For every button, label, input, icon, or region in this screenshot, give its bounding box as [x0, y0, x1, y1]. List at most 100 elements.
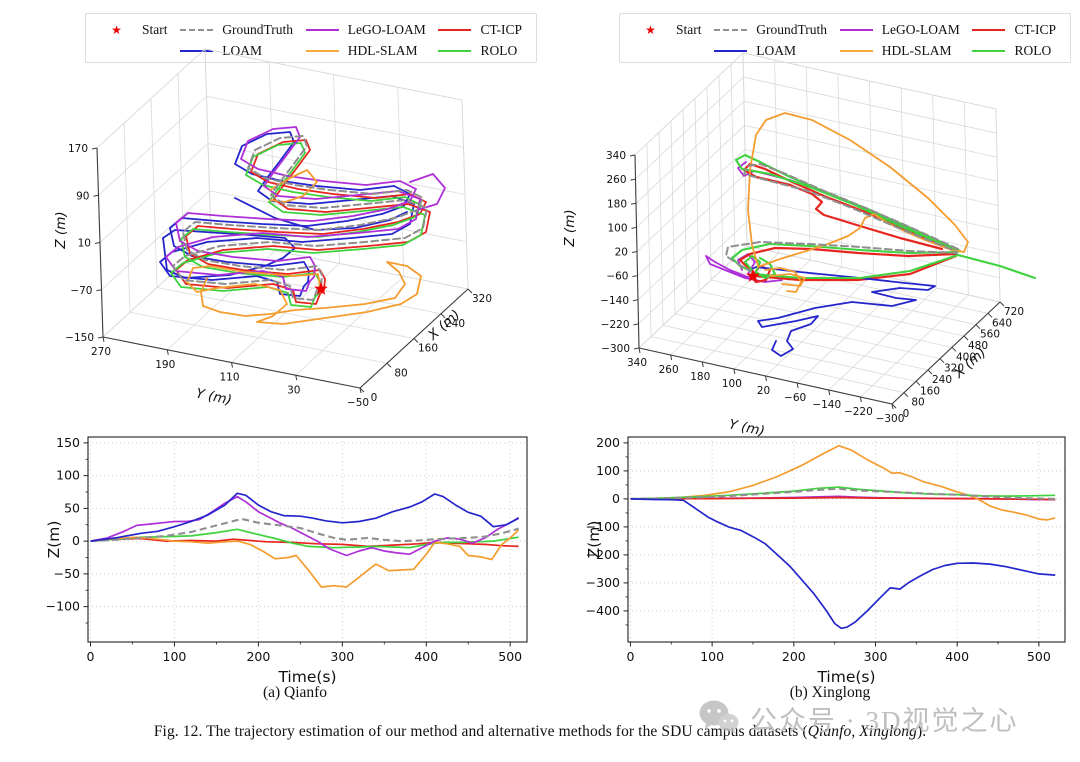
svg-text:80: 80: [394, 367, 407, 379]
legend-column: LeGO-LOAM HDL-SLAM: [839, 20, 960, 61]
svg-text:160: 160: [418, 343, 438, 355]
legend-column: GroundTruth LOAM: [180, 20, 293, 61]
grid-3d: [96, 48, 469, 389]
svg-text:100: 100: [722, 378, 742, 390]
legend-item-lego-loam: LeGO-LOAM: [305, 20, 426, 40]
x-axis-label: Time(s): [816, 668, 875, 686]
legend-item-start: ★ Start: [100, 20, 168, 40]
axes-3d: [91, 147, 473, 394]
legend-line-swatch: [972, 29, 1006, 31]
svg-text:240: 240: [445, 318, 465, 330]
series3d-lego-loam: [705, 161, 947, 283]
series-rolo: [90, 528, 519, 549]
svg-text:−200: −200: [586, 547, 620, 562]
legend-column: ★ Start: [634, 20, 701, 40]
caption-text: Fig. 12. The trajectory estimation of ou…: [153, 723, 808, 740]
legend-item-label: HDL-SLAM: [881, 43, 952, 58]
legend-item-ct-icp: CT-ICP: [972, 20, 1056, 40]
legend-qianfo: ★ Start GroundTruth LOAM LeGO-LOAM HDL-SLAM CT…: [85, 13, 537, 63]
xinglong-3d-plot: 34026018010020−60−140−220−30034026018010…: [562, 52, 1037, 440]
legend-line-swatch: [305, 50, 339, 52]
axis-ticks-labels: 0 100 200 300 400 500 200 100 0 −100 −200 −300 −400: [586, 435, 1051, 664]
start-star-icon: ★: [645, 23, 656, 37]
legend-item-groundtruth: GroundTruth: [180, 20, 293, 40]
legend-item-rolo: ROLO: [438, 41, 522, 61]
tick-labels: 34026018010020−60−140−220−30034026018010…: [600, 150, 1024, 425]
series-2d: [90, 492, 520, 588]
legend-line-swatch: [839, 29, 873, 31]
legend-item-label: GroundTruth: [222, 22, 293, 37]
series3d-loam: [749, 266, 936, 357]
x-axis-label: Time(s): [277, 668, 336, 686]
svg-text:500: 500: [498, 649, 522, 664]
legend-item-label: CT-ICP: [480, 22, 522, 37]
series-hdl-slam: [90, 529, 520, 588]
series3d-groundtruth: [172, 135, 428, 301]
svg-text:20: 20: [615, 247, 628, 259]
legend-line-swatch: [438, 50, 472, 52]
start-marker: [314, 281, 328, 295]
svg-text:180: 180: [607, 198, 627, 210]
svg-text:−140: −140: [812, 399, 841, 411]
svg-text:−300: −300: [876, 413, 905, 425]
svg-text:300: 300: [330, 649, 354, 664]
y-axis-label: Z(m): [45, 521, 63, 559]
grid-3d: [634, 52, 1001, 405]
start-marker: [746, 268, 760, 282]
svg-text:Y (m): Y (m): [727, 416, 766, 439]
svg-text:Z (m): Z (m): [562, 209, 578, 247]
legend-item-rolo: ROLO: [972, 41, 1056, 61]
svg-text:560: 560: [980, 329, 1000, 341]
legend-item-label: LeGO-LOAM: [347, 22, 426, 37]
svg-text:−150: −150: [65, 332, 94, 344]
legend-line-swatch: [438, 29, 472, 31]
svg-text:50: 50: [64, 500, 80, 515]
legend-line-swatch: [714, 29, 748, 31]
svg-text:150: 150: [56, 435, 80, 450]
series-groundtruth: [90, 517, 519, 543]
caption-datasets-italic: Qianfo, Xinglong: [807, 723, 917, 740]
legend-column: CT-ICP ROLO: [972, 20, 1056, 61]
xinglong-z-time-plot: 0 100 200 300 400 500 200 100 0 −100 −200 −300 −400 T…: [585, 435, 1066, 686]
svg-text:0: 0: [612, 491, 620, 506]
svg-text:Z (m): Z (m): [53, 211, 69, 249]
svg-text:180: 180: [690, 371, 710, 383]
svg-text:100: 100: [700, 649, 724, 664]
legend-item-label: Start: [142, 22, 168, 37]
legend-column: LeGO-LOAM HDL-SLAM: [305, 20, 426, 61]
svg-text:400: 400: [414, 649, 438, 664]
legend-line-swatch: [714, 50, 748, 52]
tick-labels: 170 90 10 −70 −150 270 190 110 30 −50 0 80 160 240 320: [65, 143, 492, 409]
svg-text:170: 170: [68, 143, 88, 155]
legend-item-label: ROLO: [1014, 43, 1052, 58]
svg-text:0: 0: [903, 408, 910, 420]
svg-text:500: 500: [1027, 649, 1051, 664]
svg-text:10: 10: [78, 238, 91, 250]
svg-text:320: 320: [472, 293, 492, 305]
series-loam: [90, 492, 519, 542]
legend-item-label: HDL-SLAM: [347, 43, 418, 58]
qianfo-3d-plot: 170 90 10 −70 −150 270 190 110 30 −50 0 80 160 240 320…: [53, 48, 492, 409]
legend-item-label: ROLO: [480, 43, 518, 58]
subcaption-b: (b) Xinglong: [789, 684, 871, 701]
svg-text:200: 200: [782, 649, 806, 664]
legend-column: ★ Start: [100, 20, 168, 40]
legend-item-label: CT-ICP: [1014, 22, 1056, 37]
series-loam: [630, 498, 1056, 630]
svg-text:0: 0: [371, 392, 378, 404]
svg-text:0: 0: [626, 649, 634, 664]
svg-text:−100: −100: [46, 599, 80, 614]
svg-text:640: 640: [992, 317, 1012, 329]
svg-text:320: 320: [944, 363, 964, 375]
legend-item-label: LeGO-LOAM: [881, 22, 960, 37]
legend-line-swatch: [180, 29, 214, 31]
legend-item-start: ★ Start: [634, 20, 701, 40]
svg-text:−50: −50: [54, 566, 80, 581]
legend-item-loam: LOAM: [714, 41, 827, 61]
svg-text:200: 200: [246, 649, 270, 664]
figure-caption: Fig. 12. The trajectory estimation of ou…: [0, 723, 1080, 741]
legend-item-loam: LOAM: [180, 41, 293, 61]
series-ct-icp: [630, 496, 1056, 501]
